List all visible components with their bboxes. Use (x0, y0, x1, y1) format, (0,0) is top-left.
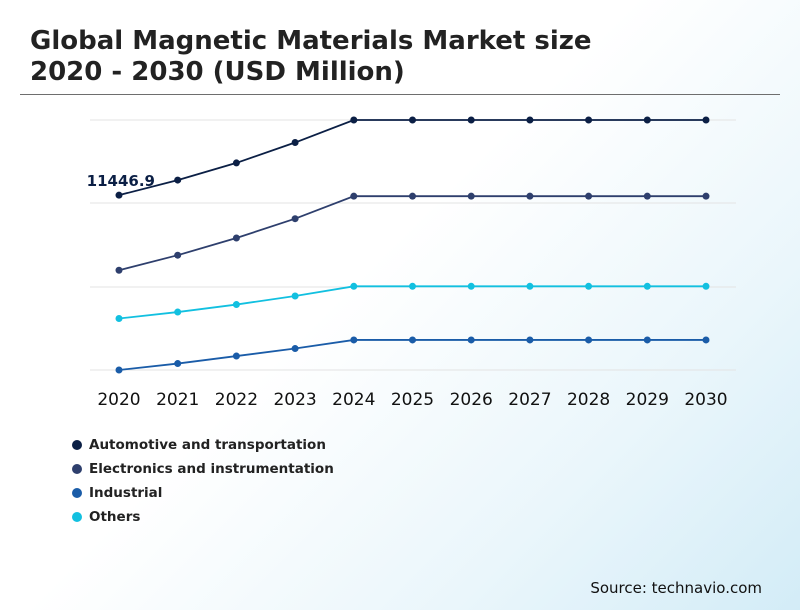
series-line-2 (118, 339, 706, 371)
data-point-2-2026 (467, 336, 475, 344)
title-divider (20, 94, 780, 95)
data-point-0-2025 (409, 116, 416, 124)
data-point-2-2023 (291, 345, 299, 353)
data-point-3-2024 (350, 282, 358, 290)
legend-item-3: Others (72, 505, 334, 529)
x-tick-label-2027: 2027 (508, 390, 551, 410)
x-tick-label-2028: 2028 (567, 390, 610, 410)
legend-label-0: Automotive and transportation (89, 437, 326, 453)
data-point-1-2023 (291, 215, 299, 223)
data-point-1-2024 (350, 192, 358, 200)
data-point-2-2028 (585, 336, 593, 344)
data-point-0-2030 (702, 116, 710, 124)
data-point-0-2026 (467, 116, 475, 124)
data-point-1-2022 (232, 234, 240, 242)
data-point-1-2026 (467, 192, 475, 200)
data-point-2-2022 (232, 352, 240, 360)
series-line-0 (118, 119, 706, 197)
data-point-1-2030 (702, 192, 710, 200)
data-point-3-2026 (467, 282, 475, 290)
data-point-1-2020 (115, 266, 123, 274)
x-tick-label-2020: 2020 (97, 390, 140, 410)
legend-label-2: Industrial (89, 485, 163, 501)
data-point-3-2021 (174, 308, 182, 316)
data-point-3-2025 (409, 282, 416, 290)
data-point-0-2023 (291, 139, 299, 147)
legend-item-0: Automotive and transportation (72, 433, 334, 457)
data-point-0-2029 (643, 116, 651, 124)
x-tick-label-2022: 2022 (215, 390, 258, 410)
data-point-2-2020 (115, 366, 123, 374)
x-tick-label-2021: 2021 (156, 390, 199, 410)
legend-marker-1 (72, 464, 82, 474)
data-point-0-2024 (350, 116, 358, 124)
chart-legend: Automotive and transportation Electronics… (72, 433, 334, 529)
title-line-2: 2020 - 2030 (USD Million) (30, 57, 405, 87)
data-point-3-2028 (585, 282, 593, 290)
data-point-3-2027 (526, 282, 534, 290)
data-point-3-2023 (291, 292, 299, 300)
x-tick-label-2023: 2023 (273, 390, 316, 410)
data-point-0-2022 (232, 159, 240, 167)
data-point-2-2029 (643, 336, 651, 344)
data-point-2-2030 (702, 336, 710, 344)
x-tick-label-2030: 2030 (684, 390, 727, 410)
data-point-1-2025 (409, 192, 416, 200)
data-point-1-2021 (174, 251, 182, 259)
x-tick-label-2024: 2024 (332, 390, 375, 410)
series-line-3 (118, 285, 706, 320)
legend-label-3: Others (89, 509, 141, 525)
data-point-2-2027 (526, 336, 534, 344)
data-point-0-2020 (115, 191, 123, 199)
x-tick-label-2025: 2025 (391, 390, 434, 410)
series-line-1 (118, 195, 706, 272)
data-point-2-2025 (409, 336, 416, 344)
chart-title: Global Magnetic Materials Market size 20… (30, 26, 592, 88)
data-point-1-2027 (526, 192, 534, 200)
data-point-2-2024 (350, 336, 358, 344)
legend-item-1: Electronics and instrumentation (72, 457, 334, 481)
data-point-3-2020 (115, 314, 123, 322)
data-point-2-2021 (174, 360, 182, 368)
data-point-0-2027 (526, 116, 534, 124)
data-label-0: 11446.9 (87, 172, 155, 190)
legend-marker-2 (72, 488, 82, 498)
legend-marker-3 (72, 512, 82, 522)
data-point-3-2029 (643, 282, 651, 290)
data-point-0-2021 (174, 176, 182, 184)
data-point-1-2029 (643, 192, 651, 200)
data-point-3-2030 (702, 282, 710, 290)
data-point-0-2028 (585, 116, 593, 124)
legend-label-1: Electronics and instrumentation (89, 461, 334, 477)
title-line-1: Global Magnetic Materials Market size (30, 26, 592, 56)
x-tick-label-2029: 2029 (626, 390, 669, 410)
data-point-3-2022 (232, 301, 240, 309)
source-note: Source: technavio.com (590, 579, 762, 597)
legend-marker-0 (72, 440, 82, 450)
legend-item-2: Industrial (72, 481, 334, 505)
x-tick-label-2026: 2026 (450, 390, 493, 410)
data-point-1-2028 (585, 192, 593, 200)
